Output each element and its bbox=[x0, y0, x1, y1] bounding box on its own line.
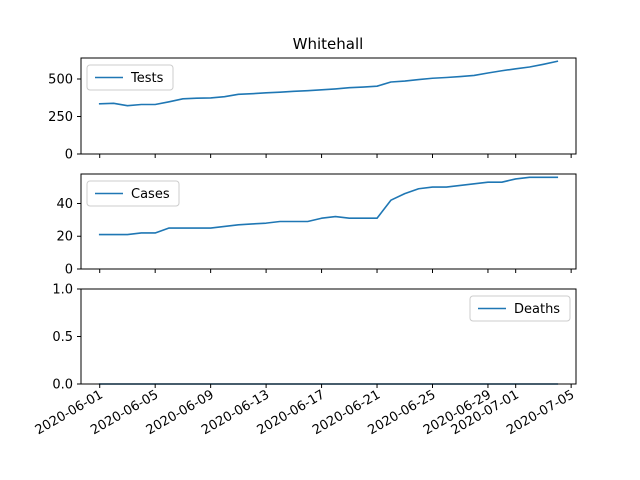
y-tick-label: 20 bbox=[56, 230, 73, 245]
chart-title: Whitehall bbox=[293, 35, 364, 53]
y-tick-label: 0 bbox=[65, 148, 73, 163]
panel-deaths: 0.0 0.5 1.0 Deaths bbox=[52, 283, 577, 393]
legend-deaths: Deaths bbox=[469, 295, 571, 322]
axes-frame bbox=[80, 57, 577, 155]
y-tick-label: 0.5 bbox=[52, 330, 73, 345]
legend-box bbox=[86, 180, 180, 207]
y-tick-label: 0.0 bbox=[52, 378, 73, 393]
axes-frame bbox=[80, 173, 577, 270]
y-tick-label: 250 bbox=[48, 110, 73, 125]
legend-label: Tests bbox=[130, 71, 164, 86]
y-tick-label: 0 bbox=[65, 263, 73, 278]
y-tick-label: 1.0 bbox=[52, 283, 73, 298]
series-line-tests bbox=[98, 60, 559, 107]
panel-cases: 0 20 40 Cases bbox=[56, 173, 577, 278]
series-line-cases bbox=[98, 176, 559, 236]
legend-label: Cases bbox=[131, 187, 170, 202]
legend-box bbox=[469, 295, 571, 322]
legend-tests: Tests bbox=[86, 64, 174, 91]
panel-tests: 0 250 500 Tests bbox=[48, 57, 577, 163]
legend-cases: Cases bbox=[86, 180, 180, 207]
y-tick-label: 40 bbox=[56, 197, 73, 212]
y-tick-label: 500 bbox=[48, 73, 73, 88]
legend-label: Deaths bbox=[514, 302, 560, 317]
legend-box bbox=[86, 64, 174, 91]
